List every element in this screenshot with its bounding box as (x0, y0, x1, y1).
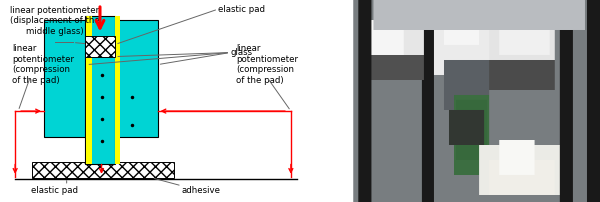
Bar (85, 36, 115, 57)
Bar (115, 20, 158, 137)
Bar (32, 162, 174, 178)
Text: glass: glass (230, 48, 253, 57)
Bar (44, 20, 86, 137)
Text: elastic pad: elastic pad (31, 186, 78, 195)
Text: linear
potentiometer
(compression
of the pad): linear potentiometer (compression of the… (236, 44, 298, 85)
Bar (115, 16, 119, 164)
Text: linear
potentiometer
(compression
of the pad): linear potentiometer (compression of the… (12, 44, 74, 85)
Bar (86, 16, 92, 164)
Text: elastic pad: elastic pad (218, 5, 265, 14)
Text: linear potentiometer
(displacement of the
middle glass): linear potentiometer (displacement of th… (10, 6, 100, 36)
Bar (85, 16, 115, 164)
Text: adhesive: adhesive (182, 186, 221, 195)
